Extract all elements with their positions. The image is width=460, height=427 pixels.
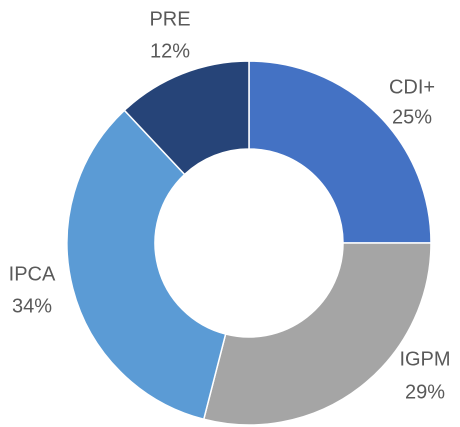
category-label: IGPM [399,348,450,370]
value-label: 34% [12,295,52,317]
category-label: PRE [149,8,190,30]
category-label: CDI+ [389,76,435,98]
donut-slice [202,242,432,426]
donut-slice [123,60,250,176]
value-label: 12% [150,40,190,62]
category-label: IPCA [9,263,56,285]
donut-slice [248,60,432,244]
donut-slice [66,109,227,421]
value-label: 25% [392,106,432,128]
value-label: 29% [405,381,445,403]
